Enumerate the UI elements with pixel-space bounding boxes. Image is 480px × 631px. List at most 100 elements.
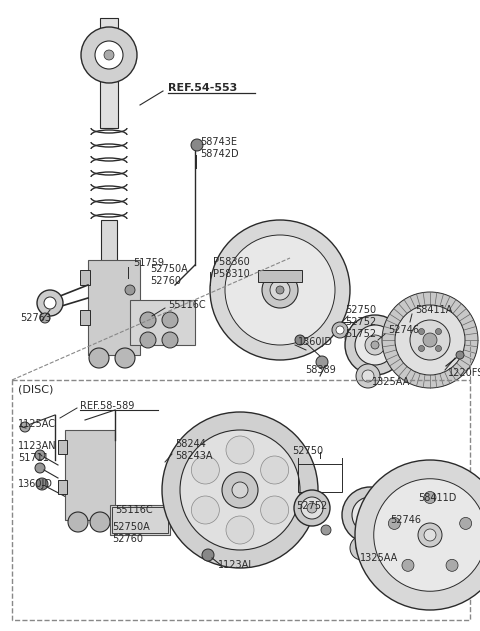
Circle shape (345, 315, 405, 375)
Circle shape (456, 351, 464, 359)
Circle shape (276, 286, 284, 294)
Circle shape (424, 492, 436, 504)
Circle shape (316, 356, 328, 368)
Text: 58743E
58742D: 58743E 58742D (200, 137, 239, 159)
Circle shape (356, 542, 368, 554)
Text: 51759: 51759 (133, 258, 164, 268)
Circle shape (367, 512, 373, 518)
Circle shape (295, 335, 305, 345)
Circle shape (321, 525, 331, 535)
Bar (130, 300, 195, 345)
Bar (258, 270, 302, 282)
Circle shape (20, 422, 30, 432)
Circle shape (365, 335, 385, 355)
Circle shape (362, 370, 374, 382)
Bar (298, 464, 342, 492)
Circle shape (226, 516, 254, 544)
Circle shape (162, 412, 318, 568)
Circle shape (345, 331, 359, 345)
Text: 1125AC: 1125AC (18, 419, 56, 429)
Circle shape (342, 487, 398, 543)
Text: 55116C: 55116C (168, 300, 205, 310)
Text: 52750A
52760: 52750A 52760 (112, 522, 150, 544)
Circle shape (89, 348, 109, 368)
Circle shape (162, 312, 178, 328)
Bar (65, 430, 115, 520)
Circle shape (104, 50, 114, 60)
Text: 58411A: 58411A (415, 305, 452, 315)
Text: 58411D: 58411D (418, 493, 456, 503)
Bar (80, 270, 90, 285)
Text: REF.58-589: REF.58-589 (80, 401, 134, 411)
Text: 52752
51752: 52752 51752 (345, 317, 376, 339)
Text: 52746: 52746 (388, 325, 419, 335)
Circle shape (410, 320, 450, 360)
Text: 1123AI: 1123AI (218, 560, 252, 570)
Text: 1123AN
51711: 1123AN 51711 (18, 441, 57, 463)
Text: 58389: 58389 (305, 365, 336, 375)
Circle shape (336, 326, 344, 334)
Circle shape (262, 272, 298, 308)
Circle shape (222, 472, 258, 508)
Circle shape (261, 496, 288, 524)
Circle shape (382, 292, 478, 388)
Text: 52746: 52746 (390, 515, 421, 525)
Circle shape (388, 517, 400, 529)
Circle shape (90, 512, 110, 532)
Circle shape (210, 220, 350, 360)
Circle shape (191, 139, 203, 151)
Circle shape (435, 346, 442, 351)
Bar (80, 310, 90, 325)
Text: (DISC): (DISC) (18, 385, 53, 395)
Circle shape (192, 496, 219, 524)
Bar (12, 380, 470, 620)
Circle shape (270, 280, 290, 300)
Circle shape (226, 436, 254, 464)
Circle shape (35, 463, 45, 473)
Circle shape (140, 312, 156, 328)
Circle shape (362, 507, 378, 523)
Text: 52750A
52760: 52750A 52760 (150, 264, 188, 286)
Circle shape (446, 559, 458, 571)
Text: REF.54-553: REF.54-553 (168, 83, 237, 93)
Bar (58, 480, 67, 494)
Circle shape (40, 313, 50, 323)
Circle shape (232, 482, 248, 498)
Text: 52750: 52750 (345, 305, 376, 315)
Circle shape (435, 329, 442, 334)
Circle shape (202, 549, 214, 561)
Circle shape (371, 341, 379, 349)
Circle shape (374, 479, 480, 591)
Text: 58244
58243A: 58244 58243A (175, 439, 213, 461)
Circle shape (115, 348, 135, 368)
Text: 52752: 52752 (296, 501, 327, 511)
Text: 1325AA: 1325AA (360, 553, 398, 563)
Text: 1360JD: 1360JD (298, 337, 333, 347)
Text: 1220FS: 1220FS (448, 368, 480, 378)
Text: 52763: 52763 (20, 313, 51, 323)
Circle shape (382, 524, 394, 536)
Circle shape (395, 305, 465, 375)
Text: 52750: 52750 (292, 446, 324, 456)
Circle shape (350, 536, 374, 560)
Text: 55116C: 55116C (115, 505, 153, 515)
Circle shape (294, 490, 330, 526)
Circle shape (419, 346, 424, 351)
Circle shape (418, 523, 442, 547)
Bar (100, 18, 118, 128)
Circle shape (225, 235, 335, 345)
Circle shape (37, 290, 63, 316)
Circle shape (261, 456, 288, 484)
Circle shape (95, 41, 123, 69)
Circle shape (424, 529, 436, 541)
Circle shape (356, 364, 380, 388)
Circle shape (68, 512, 88, 532)
Circle shape (140, 332, 156, 348)
Circle shape (352, 497, 388, 533)
Circle shape (44, 297, 56, 309)
Text: 1360JD: 1360JD (18, 479, 53, 489)
Circle shape (402, 559, 414, 571)
Circle shape (81, 27, 137, 83)
Circle shape (301, 497, 323, 519)
Bar (101, 220, 117, 300)
